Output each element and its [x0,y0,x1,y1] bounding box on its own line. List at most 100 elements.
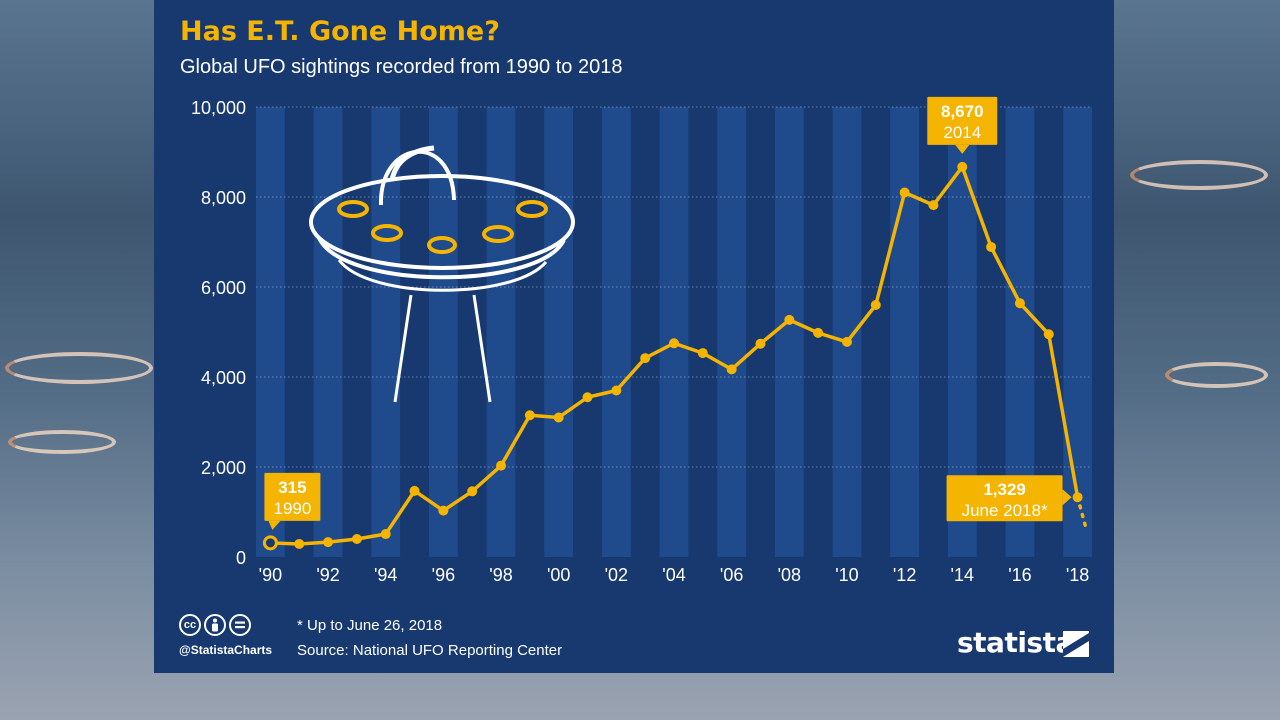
x-tick-label: '04 [662,565,685,585]
data-point [841,336,852,347]
ufo-body-icon [309,174,575,270]
data-point [262,535,278,551]
y-tick-label: 8,000 [201,188,246,208]
x-tick-label: '16 [1008,565,1031,585]
data-point [697,348,708,359]
projection-line [1075,495,1088,531]
chart-subtitle: Global UFO sightings recorded from 1990 … [180,56,623,78]
column-stripe [1063,107,1092,557]
callout-box [927,96,998,145]
annotation-value: 8,670 [941,102,984,121]
data-point [870,300,881,310]
line-chart: 0 2,000 4,000 6,000 8,000 10,000 '90 '92 '94 '96… [191,96,1092,585]
annotation-year: 2014 [943,123,981,142]
data-point [524,410,535,421]
callout-pointer [1062,489,1072,506]
column-stripe [601,107,631,557]
y-axis-ticks: 0 2,000 4,000 6,000 8,000 10,000 [191,98,246,568]
x-axis-ticks: '90 '92 '94 '96 '98 '00 '02 '04 '06 '08 '10 '12 '14 '… [259,565,1090,585]
annotations: 315 1990 8,670 2014 1,329 June 2018* [264,96,1072,530]
column-stripes [256,107,1092,557]
footnote: * Up to June 26, 2018 [297,617,443,634]
x-tick-label: '96 [432,565,455,585]
cc-icon[interactable]: cc [179,614,201,636]
statista-logo-icon [1063,631,1089,657]
x-tick-label: '08 [778,565,801,585]
background-ufo-ring [1130,160,1268,190]
ufo-rim-lower [337,259,548,292]
ufo-rim [317,237,566,280]
data-point [1043,329,1054,340]
data-point [986,241,997,252]
column-stripe [659,107,689,557]
x-tick-label: '10 [835,565,858,585]
ufo-beam [393,294,413,403]
x-tick-label: '02 [605,565,628,585]
attribution-icon[interactable] [204,614,226,636]
ufo-light-icon [337,200,369,218]
data-point [899,187,910,198]
data-point [582,392,593,403]
x-tick-label: '90 [259,565,282,585]
annotation-value: 315 [278,478,306,497]
column-stripe [486,107,516,557]
x-tick-label: '14 [951,565,974,585]
data-point [496,460,507,471]
column-stripe [717,107,747,557]
x-tick-label: '18 [1066,565,1089,585]
infographic-panel: Has E.T. Gone Home? Global UFO sightings… [154,0,1114,673]
data-point [294,538,305,549]
data-point [438,505,449,516]
background-ufo-ring [8,430,116,454]
callout-box [264,472,321,521]
x-tick-label: '12 [893,565,916,585]
annotation-callout: 315 1990 [264,472,321,530]
x-tick-label: '00 [547,565,570,585]
annotation-year: June 2018* [962,501,1048,520]
x-tick-label: '94 [374,565,397,585]
ufo-illustration [309,145,575,403]
data-point [813,327,824,338]
data-point [553,412,564,423]
statista-logo[interactable]: statista [957,626,1074,659]
source-note: Source: National UFO Reporting Center [297,642,563,659]
ufo-light-icon [482,225,514,243]
data-point [351,534,362,544]
data-point [323,537,334,548]
data-point [755,338,766,349]
ufo-light-icon [516,200,548,218]
callout-pointer [955,144,970,154]
background-ufo-ring [1165,362,1268,388]
column-stripe [890,107,920,557]
background-ufo-ring [5,352,153,384]
annotation-callout: 8,670 2014 [927,96,998,154]
annotation-value: 1,329 [983,480,1026,499]
data-point [467,486,478,497]
data-point [611,385,622,396]
statista-handle[interactable]: @StatistaCharts [179,643,273,657]
y-tick-label: 4,000 [201,368,246,388]
ufo-beam [472,294,492,403]
data-point [957,161,968,172]
data-point [784,314,795,325]
y-tick-label: 6,000 [201,278,246,298]
data-point [409,485,420,496]
x-tick-label: '92 [316,565,339,585]
data-points [262,161,1083,551]
ufo-light-icon [427,236,457,254]
data-point [928,200,939,211]
annotation-year: 1990 [273,499,311,518]
ufo-light-icon [371,224,403,242]
callout-box [946,475,1063,522]
y-tick-label: 10,000 [191,98,246,118]
data-point [640,353,651,364]
column-stripe [832,107,862,557]
no-derivatives-icon[interactable] [229,614,251,636]
data-point [380,529,391,540]
callout-pointer [268,520,281,530]
data-point [669,338,679,349]
chart-title: Has E.T. Gone Home? [180,16,500,47]
data-point [1014,298,1025,309]
column-stripe [774,107,804,557]
data-point [1072,492,1083,503]
